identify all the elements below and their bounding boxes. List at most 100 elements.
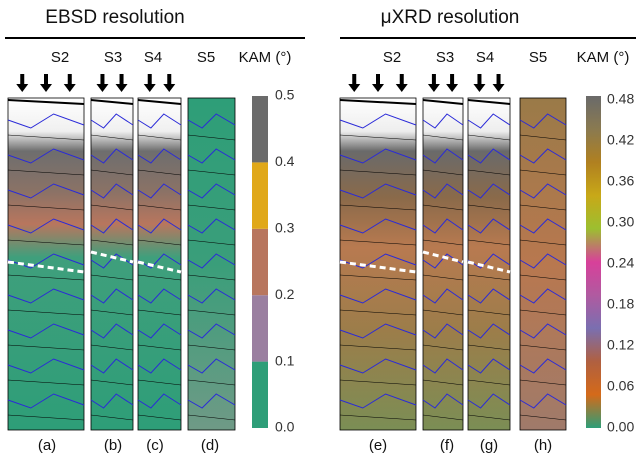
grain-boundary	[467, 148, 511, 164]
grain-boundary	[422, 288, 464, 304]
grain-boundary	[187, 393, 236, 409]
grain-boundary	[90, 358, 134, 374]
grain-boundary	[519, 113, 567, 129]
panel-letter: (a)	[38, 437, 56, 454]
grain-boundary	[187, 148, 236, 164]
grid-line	[422, 344, 464, 351]
boundary-line	[339, 99, 417, 105]
grain-boundary	[519, 183, 567, 199]
grain-boundary	[7, 148, 85, 164]
grain-boundary	[137, 113, 182, 129]
grid-line	[90, 169, 134, 176]
grid-line	[187, 134, 236, 141]
column-label: S2	[383, 49, 401, 66]
panel-letter: (c)	[146, 437, 164, 454]
grain-boundary	[467, 183, 511, 199]
grid-line	[422, 239, 464, 246]
grain-boundary	[519, 393, 567, 409]
grain-boundary	[137, 323, 182, 339]
panel-letter: (g)	[480, 437, 498, 454]
grid-line	[422, 274, 464, 281]
grid-line	[90, 204, 134, 211]
column-label: S5	[197, 49, 215, 66]
grain-boundary	[90, 183, 134, 199]
grain-boundary	[187, 218, 236, 234]
grain-boundary	[137, 183, 182, 199]
grid-line	[137, 344, 182, 351]
grain-boundary	[187, 183, 236, 199]
grain-boundary	[422, 323, 464, 339]
grid-line	[7, 414, 85, 421]
grid-line	[187, 169, 236, 176]
grid-line	[7, 239, 85, 246]
grid-line	[90, 239, 134, 246]
grid-line	[467, 309, 511, 316]
arrow	[163, 74, 176, 92]
grain-boundary	[187, 113, 236, 129]
column-label: S3	[104, 49, 122, 66]
grain-boundary	[137, 253, 182, 269]
grain-boundary	[467, 218, 511, 234]
colorbar-tick: 0.00	[607, 419, 634, 435]
grid-line	[339, 239, 417, 246]
colorbar-band	[252, 162, 268, 229]
dashed-line	[7, 260, 85, 274]
grain-boundary	[7, 218, 85, 234]
grid-line	[467, 274, 511, 281]
panel-letter: (f)	[440, 437, 454, 454]
grid-line	[467, 344, 511, 351]
grid-line	[467, 414, 511, 421]
colorbar	[586, 96, 601, 428]
arrow	[446, 74, 459, 92]
arrow	[115, 74, 128, 92]
grid-line	[137, 169, 182, 176]
grain-boundary	[519, 323, 567, 339]
grain-boundary	[519, 253, 567, 269]
grain-boundary	[7, 288, 85, 304]
grain-boundary	[90, 148, 134, 164]
arrow	[492, 74, 505, 92]
grain-boundary	[339, 358, 417, 374]
arrow	[372, 74, 384, 92]
grain-boundary	[422, 218, 464, 234]
grid-line	[467, 134, 511, 141]
colorbar-tick: 0.18	[607, 296, 634, 312]
boundary-line	[422, 99, 464, 105]
grid-line	[90, 134, 134, 141]
grain-boundary	[519, 218, 567, 234]
grid-line	[90, 344, 134, 351]
arrow	[348, 74, 361, 92]
grain-boundary	[519, 288, 567, 304]
grid-line	[7, 379, 85, 386]
column-label: S3	[436, 49, 454, 66]
grain-boundary	[90, 288, 134, 304]
grain-boundary	[339, 148, 417, 164]
boundary-line	[7, 99, 85, 105]
grid-line	[137, 204, 182, 211]
colorbar-tick: 0.4	[275, 153, 295, 169]
grain-boundary	[137, 358, 182, 374]
grain-boundary	[422, 113, 464, 129]
grid-line	[422, 379, 464, 386]
grid-line	[187, 414, 236, 421]
grid-line	[339, 309, 417, 316]
arrow	[96, 74, 109, 92]
grain-boundary	[339, 323, 417, 339]
column-label: S2	[51, 49, 69, 66]
grain-boundary	[7, 358, 85, 374]
grid-line	[7, 134, 85, 141]
grain-boundary	[90, 113, 134, 129]
grid-line	[339, 134, 417, 141]
grain-boundary	[90, 218, 134, 234]
grain-boundary	[467, 358, 511, 374]
grid-line	[137, 414, 182, 421]
grid-line	[339, 414, 417, 421]
grain-boundary	[422, 393, 464, 409]
grain-boundary	[467, 393, 511, 409]
grid-line	[422, 309, 464, 316]
grain-boundary	[519, 358, 567, 374]
grain-boundary	[137, 218, 182, 234]
colorbar-tick: 0.2	[275, 286, 295, 302]
colorbar-tick: 0.12	[607, 337, 634, 353]
grid-line	[467, 379, 511, 386]
